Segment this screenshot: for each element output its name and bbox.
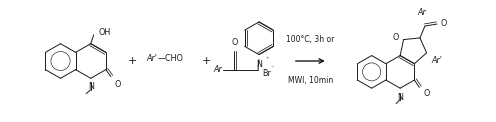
Text: O: O [392,33,399,42]
Text: Br: Br [262,69,271,78]
Text: +: + [201,56,211,66]
Text: O: O [115,80,121,89]
Text: O: O [232,38,238,47]
Text: MWI, 10min: MWI, 10min [288,76,333,85]
Text: Ar': Ar' [146,54,157,63]
Text: Ar: Ar [213,65,222,74]
Text: O: O [441,19,447,28]
Text: Ar': Ar' [432,56,442,65]
Text: O: O [424,89,430,98]
Text: —CHO: —CHO [157,54,183,63]
Text: OH: OH [98,28,111,37]
Text: 100°C, 3h or: 100°C, 3h or [286,35,334,44]
Text: +: + [127,56,137,66]
Text: N: N [256,60,262,69]
Text: ⁻: ⁻ [270,66,274,71]
Text: Ar: Ar [418,8,426,17]
Text: N: N [397,93,403,102]
Text: N: N [88,82,94,91]
Text: ⁺: ⁺ [266,57,269,62]
